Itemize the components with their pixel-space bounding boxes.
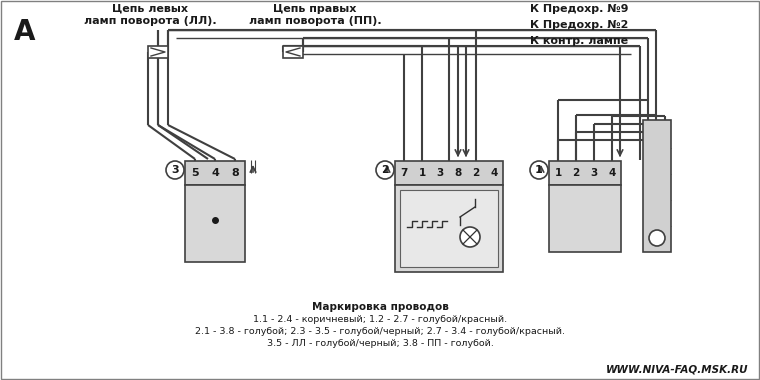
Text: 1.1 - 2.4 - коричневый; 1.2 - 2.7 - голубой/красный.: 1.1 - 2.4 - коричневый; 1.2 - 2.7 - голу… (253, 315, 507, 324)
Text: 8: 8 (454, 168, 461, 178)
Text: К Предохр. №2: К Предохр. №2 (530, 20, 629, 30)
Bar (400, 190, 498, 267)
Text: К Предохр. №9: К Предохр. №9 (530, 4, 629, 14)
Circle shape (649, 230, 665, 246)
Text: 1: 1 (418, 168, 426, 178)
Circle shape (530, 161, 548, 179)
Text: 2: 2 (381, 165, 389, 175)
Text: 1: 1 (535, 165, 543, 175)
Text: 7: 7 (401, 168, 407, 178)
Text: 3: 3 (436, 168, 444, 178)
Text: WWW.NIVA-FAQ.MSK.RU: WWW.NIVA-FAQ.MSK.RU (606, 364, 748, 374)
Text: 3.5 - ЛЛ - голубой/черный; 3.8 - ПП - голубой.: 3.5 - ЛЛ - голубой/черный; 3.8 - ПП - го… (267, 339, 493, 348)
Text: 4: 4 (490, 168, 498, 178)
Text: 4: 4 (211, 168, 219, 178)
Text: 5: 5 (192, 168, 199, 178)
Bar (185, 185, 245, 262)
Text: 2: 2 (473, 168, 480, 178)
Text: 1: 1 (554, 168, 562, 178)
Text: Цепь правых
ламп поворота (ПП).: Цепь правых ламп поворота (ПП). (249, 4, 382, 25)
Text: Цепь левых
ламп поворота (ЛЛ).: Цепь левых ламп поворота (ЛЛ). (84, 4, 217, 25)
Text: 2: 2 (572, 168, 580, 178)
Bar (148, 46, 168, 58)
Text: Маркировка проводов: Маркировка проводов (312, 302, 448, 312)
Bar (549, 161, 621, 185)
Bar (185, 161, 245, 185)
Circle shape (166, 161, 184, 179)
Circle shape (376, 161, 394, 179)
Bar (395, 161, 503, 185)
Text: К контр. лампе: К контр. лампе (530, 36, 628, 46)
Bar (643, 120, 671, 252)
Text: 2.1 - 3.8 - голубой; 2.3 - 3.5 - голубой/черный; 2.7 - 3.4 - голубой/красный.: 2.1 - 3.8 - голубой; 2.3 - 3.5 - голубой… (195, 327, 565, 336)
Bar (395, 185, 503, 272)
Text: 8: 8 (231, 168, 239, 178)
Text: 4: 4 (608, 168, 616, 178)
Text: 3: 3 (171, 165, 179, 175)
Bar (283, 46, 303, 58)
Circle shape (460, 227, 480, 247)
Bar (549, 185, 621, 252)
Text: A: A (14, 18, 36, 46)
Text: 3: 3 (591, 168, 597, 178)
